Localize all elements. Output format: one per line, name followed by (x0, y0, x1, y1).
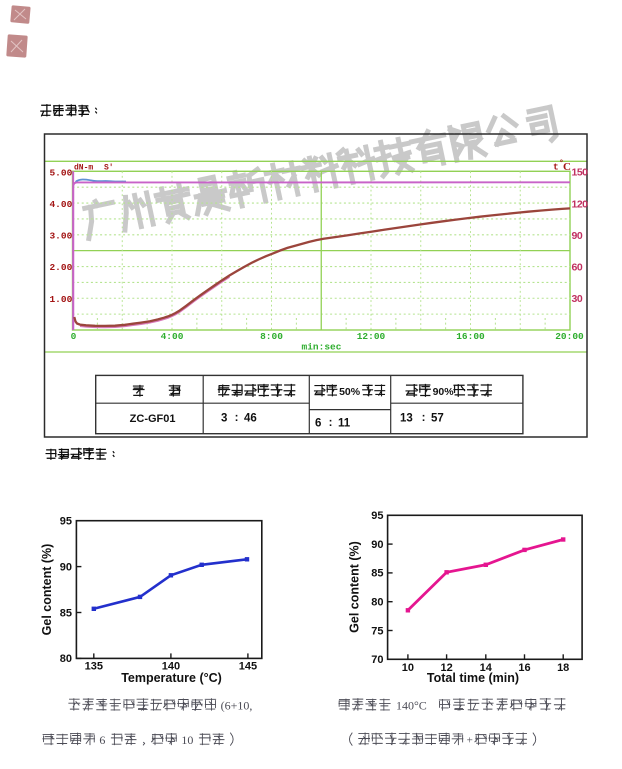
svg-text:140°C: 140°C (396, 699, 427, 713)
svg-text:8:00: 8:00 (260, 331, 283, 342)
svg-text:13: 13 (400, 413, 413, 425)
svg-text:4:00: 4:00 (161, 331, 184, 342)
svg-text:Temperature (°C): Temperature (°C) (121, 671, 222, 685)
svg-text:dN-m: dN-m (74, 163, 93, 172)
svg-text:85: 85 (60, 607, 72, 619)
svg-text:95: 95 (371, 510, 383, 522)
svg-text:ZC-GF01: ZC-GF01 (130, 413, 176, 425)
svg-text:16:00: 16:00 (456, 331, 485, 342)
svg-text::: : (235, 412, 239, 424)
svg-text:1.00: 1.00 (49, 294, 72, 305)
svg-text:6: 6 (99, 733, 105, 747)
svg-text:°: ° (559, 160, 564, 169)
svg-text:3: 3 (221, 413, 227, 425)
svg-text:C: C (563, 161, 571, 173)
svg-text:90: 90 (572, 230, 583, 242)
svg-text:80: 80 (60, 653, 72, 665)
svg-text:70: 70 (371, 654, 383, 666)
svg-text::: : (329, 417, 333, 429)
svg-text:Total time (min): Total time (min) (427, 671, 519, 685)
svg-text:60: 60 (572, 262, 583, 274)
svg-text:S': S' (104, 163, 114, 172)
svg-text:140: 140 (162, 661, 180, 673)
svg-text:135: 135 (85, 661, 103, 673)
svg-text:75: 75 (371, 625, 383, 637)
svg-text:11: 11 (338, 418, 351, 430)
svg-text:+: + (467, 735, 473, 747)
svg-text:90: 90 (60, 561, 72, 573)
svg-text:80: 80 (371, 597, 383, 609)
svg-text:90%: 90% (433, 386, 455, 398)
svg-text:min:sec: min:sec (302, 342, 342, 353)
svg-text:16: 16 (518, 662, 530, 674)
svg-text:95: 95 (60, 516, 72, 528)
svg-text:18: 18 (557, 662, 569, 674)
svg-text:85: 85 (371, 568, 383, 580)
svg-text:10: 10 (181, 733, 193, 747)
svg-text:150: 150 (572, 167, 589, 179)
svg-text:20:00: 20:00 (555, 331, 584, 342)
svg-text:120: 120 (572, 198, 589, 210)
svg-text:90: 90 (371, 539, 383, 551)
svg-text:50%: 50% (339, 386, 361, 398)
svg-text:10: 10 (402, 662, 414, 674)
svg-text:5.00: 5.00 (49, 167, 72, 178)
svg-text:6: 6 (315, 418, 321, 430)
svg-text:3.00: 3.00 (49, 231, 72, 242)
svg-text:30: 30 (572, 293, 583, 305)
svg-text:Gel content (%): Gel content (%) (40, 544, 54, 636)
svg-text:57: 57 (431, 413, 444, 425)
svg-text:0: 0 (71, 331, 77, 342)
svg-text::: : (422, 412, 426, 424)
svg-text:2.00: 2.00 (49, 262, 72, 273)
svg-text:t: t (553, 162, 559, 173)
svg-text:12: 12 (440, 662, 452, 674)
svg-text:14: 14 (480, 662, 493, 674)
svg-text:46: 46 (244, 413, 257, 425)
svg-text:12:00: 12:00 (357, 331, 386, 342)
svg-text:145: 145 (239, 661, 257, 673)
svg-text:Gel content (%): Gel content (%) (348, 541, 362, 633)
svg-text:4.00: 4.00 (49, 199, 72, 210)
svg-text:(6+10,: (6+10, (221, 699, 253, 713)
